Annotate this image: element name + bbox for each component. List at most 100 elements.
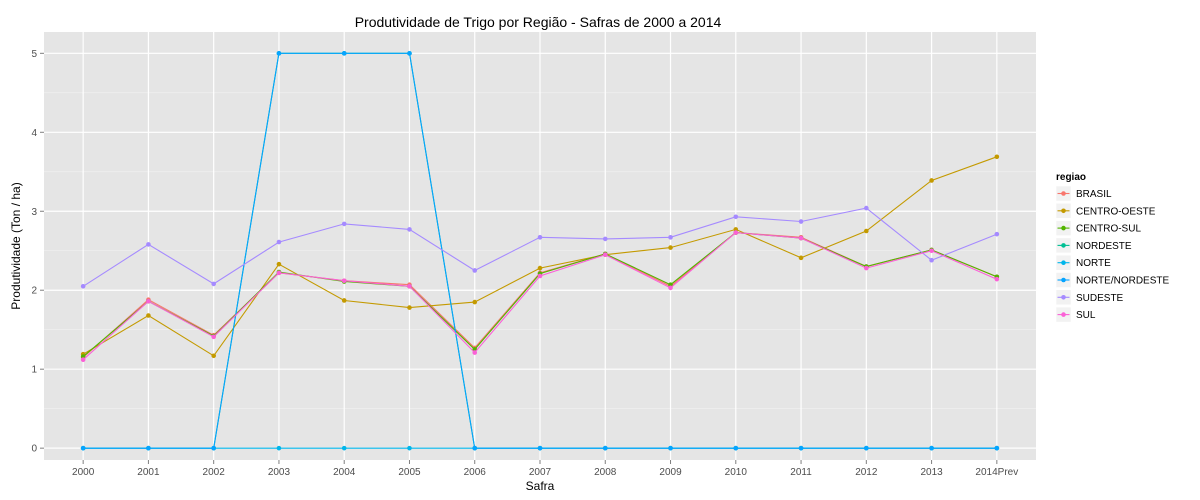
- data-point-norte-nordeste: [864, 445, 869, 451]
- data-point-sul: [276, 270, 282, 276]
- data-point-sudeste: [341, 221, 347, 227]
- legend-key-point: [1061, 208, 1066, 214]
- data-point-centro-oeste: [146, 313, 151, 318]
- legend-label: NORTE: [1076, 258, 1111, 269]
- legend-item-norte-nordeste: NORTE/NORDESTE: [1055, 272, 1169, 288]
- data-point-norte-nordeste: [733, 445, 739, 451]
- legend-item-centro-sul: CENTRO-SUL: [1055, 220, 1141, 236]
- data-point-sul: [472, 350, 478, 355]
- data-point-sul: [146, 298, 151, 304]
- x-tick-label: 2012: [855, 467, 878, 478]
- legend: regiao BRASIL CENTRO-OESTE CENTRO-SUL NORDE…: [1055, 172, 1169, 323]
- y-axis: 0 1 2 3 4 5: [31, 49, 44, 455]
- data-point-centro-oeste: [994, 154, 1000, 160]
- legend-label: CENTRO-SUL: [1076, 224, 1141, 235]
- data-point-sul: [80, 357, 86, 363]
- data-point-norte-nordeste: [407, 51, 412, 56]
- series-sudeste: [80, 205, 1000, 289]
- data-point-norte-nordeste: [146, 445, 151, 451]
- legend-item-sudeste: SUDESTE: [1055, 289, 1124, 306]
- data-point-sudeste: [211, 281, 216, 287]
- data-point-norte-nordeste: [276, 51, 282, 56]
- x-tick-label: 2008: [594, 467, 617, 478]
- data-point-sul: [341, 278, 347, 284]
- data-point-sul: [864, 265, 869, 271]
- data-point-sul: [994, 276, 1000, 282]
- data-point-sul: [211, 334, 216, 340]
- x-tick-label: 2002: [203, 467, 226, 478]
- data-point-norte-nordeste: [211, 445, 216, 451]
- x-tick-label: 2003: [268, 467, 291, 478]
- x-tick-label: 2011: [790, 467, 812, 478]
- data-point-norte-nordeste: [929, 445, 934, 451]
- legend-item-centro-oeste: CENTRO-OESTE: [1055, 203, 1156, 219]
- data-point-sudeste: [602, 236, 608, 242]
- x-tick-label: 2014Prev: [975, 467, 1018, 478]
- data-point-sudeste: [276, 239, 282, 245]
- data-point-sul: [733, 230, 739, 235]
- data-point-sudeste: [798, 219, 804, 224]
- x-tick-label: 2004: [333, 467, 356, 478]
- x-axis-title: Safra: [526, 479, 555, 493]
- data-point-norte: [276, 445, 282, 451]
- data-point-norte: [407, 445, 412, 451]
- data-point-norte-nordeste: [537, 445, 543, 451]
- data-point-centro-oeste: [798, 255, 804, 261]
- data-point-sudeste: [668, 235, 673, 240]
- y-tick-label: 4: [31, 128, 37, 139]
- legend-key-point: [1061, 277, 1066, 283]
- legend-item-sul: SUL: [1055, 306, 1096, 323]
- data-point-norte-nordeste: [80, 445, 86, 451]
- legend-item-nordeste: NORDESTE: [1055, 237, 1132, 254]
- data-point-sul: [798, 235, 804, 241]
- legend-item-brasil: BRASIL: [1055, 185, 1112, 202]
- series-sul: [80, 230, 1000, 363]
- data-point-centro-oeste: [864, 228, 869, 234]
- data-point-sudeste: [472, 268, 478, 273]
- legend-label: NORDESTE: [1076, 241, 1132, 252]
- data-point-centro-oeste: [341, 298, 347, 303]
- legend-key-point: [1061, 312, 1066, 317]
- data-point-centro-oeste: [211, 353, 216, 359]
- legend-label: CENTRO-OESTE: [1076, 206, 1156, 217]
- legend-label: SUL: [1076, 310, 1096, 321]
- data-point-sudeste: [733, 214, 739, 220]
- y-tick-label: 0: [31, 444, 37, 455]
- y-tick-label: 1: [31, 365, 37, 376]
- chart-title: Produtividade de Trigo por Região - Safr…: [355, 14, 722, 30]
- data-point-sudeste: [407, 227, 412, 232]
- data-point-norte-nordeste: [341, 51, 347, 56]
- data-point-norte-nordeste: [994, 445, 1000, 451]
- legend-key-point: [1061, 191, 1066, 196]
- data-point-sul: [668, 285, 673, 291]
- legend-key-point: [1061, 225, 1066, 231]
- x-tick-label: 2009: [659, 467, 682, 478]
- data-point-centro-sul: [668, 282, 673, 287]
- x-tick-label: 2007: [529, 467, 552, 478]
- x-axis: 2000 2001 2002 2003 2004 2005 2006 2007 2008 2009…: [72, 460, 1018, 478]
- data-point-norte: [341, 445, 347, 451]
- data-point-sudeste: [994, 231, 1000, 237]
- legend-key-point: [1061, 295, 1066, 300]
- data-point-sul: [929, 248, 934, 254]
- legend-label: NORTE/NORDESTE: [1076, 276, 1169, 287]
- x-tick-label: 2010: [725, 467, 748, 478]
- data-point-centro-oeste: [537, 265, 543, 271]
- x-tick-label: 2001: [137, 467, 160, 478]
- data-point-sudeste: [537, 235, 543, 240]
- data-point-sudeste: [929, 257, 934, 263]
- data-point-sul: [407, 283, 412, 289]
- data-point-centro-sul: [80, 354, 86, 359]
- data-point-centro-oeste: [929, 178, 934, 183]
- x-tick-label: 2005: [398, 467, 421, 478]
- data-point-sul: [537, 273, 543, 279]
- y-axis-title: Produtividade (Ton / ha): [9, 182, 23, 309]
- data-point-centro-oeste: [407, 305, 412, 310]
- y-tick-label: 5: [31, 49, 37, 60]
- legend-item-norte: NORTE: [1055, 254, 1111, 271]
- y-tick-label: 2: [31, 286, 37, 297]
- data-point-sudeste: [146, 242, 151, 247]
- data-point-centro-oeste: [733, 227, 739, 232]
- x-tick-label: 2013: [920, 467, 943, 478]
